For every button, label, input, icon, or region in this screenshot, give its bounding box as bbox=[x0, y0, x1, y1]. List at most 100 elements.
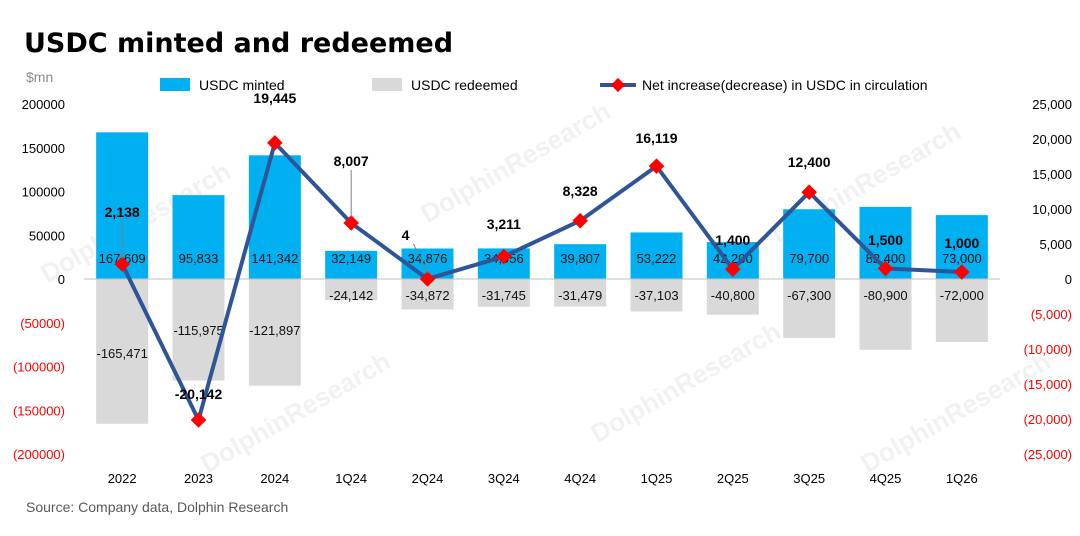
right-tick-label: 0 bbox=[1065, 272, 1072, 287]
minted-value-label: 73,000 bbox=[942, 251, 982, 266]
legend-swatch-redeemed bbox=[372, 78, 402, 91]
redeemed-value-label: -31,479 bbox=[558, 288, 602, 303]
left-tick-label: (100000) bbox=[13, 360, 65, 375]
minted-value-label: 79,700 bbox=[789, 251, 829, 266]
redeemed-bar bbox=[477, 279, 530, 307]
net-marker bbox=[267, 135, 283, 151]
x-tick-label: 2024 bbox=[260, 471, 289, 486]
net-marker bbox=[801, 184, 817, 200]
redeemed-value-label: -67,300 bbox=[787, 288, 831, 303]
legend: USDC minted USDC redeemed Net increase(d… bbox=[160, 77, 928, 93]
net-marker bbox=[648, 158, 665, 174]
net-value-label: 3,211 bbox=[487, 216, 521, 232]
right-tick-label: (5,000) bbox=[1031, 307, 1072, 322]
x-tick-label: 2Q24 bbox=[412, 471, 444, 486]
left-tick-label: 100000 bbox=[22, 185, 65, 200]
x-tick-label: 1Q24 bbox=[335, 471, 367, 486]
right-tick-label: 15,000 bbox=[1032, 167, 1072, 182]
net-value-label: 1,500 bbox=[868, 232, 903, 248]
redeemed-value-label: -115,975 bbox=[173, 323, 223, 338]
x-tick-label: 4Q25 bbox=[870, 471, 902, 486]
left-tick-label: 0 bbox=[58, 272, 65, 287]
minted-value-label: 34,876 bbox=[408, 251, 448, 266]
redeemed-bar bbox=[325, 279, 378, 301]
redeemed-bar bbox=[706, 279, 759, 315]
redeemed-value-label: -72,000 bbox=[940, 288, 984, 303]
minted-bar bbox=[554, 244, 607, 279]
net-label-leader bbox=[413, 243, 428, 274]
minted-bar bbox=[248, 155, 301, 279]
legend-label-minted: USDC minted bbox=[199, 77, 285, 93]
right-tick-label: 5,000 bbox=[1039, 237, 1072, 252]
net-value-label: 8,007 bbox=[334, 153, 369, 169]
minted-bar bbox=[325, 250, 378, 279]
right-tick-label: (25,000) bbox=[1024, 447, 1072, 462]
net-marker bbox=[190, 412, 207, 428]
redeemed-value-label: -34,872 bbox=[405, 288, 449, 303]
net-value-label: 19,445 bbox=[253, 90, 296, 106]
net-line bbox=[120, 140, 962, 422]
net-value-label: 1,000 bbox=[944, 235, 979, 251]
redeemed-bar bbox=[859, 279, 912, 350]
net-value-label: 12,400 bbox=[788, 154, 831, 170]
right-tick-label: (15,000) bbox=[1024, 377, 1072, 392]
right-tick-label: 25,000 bbox=[1032, 97, 1072, 112]
left-tick-label: (50000) bbox=[20, 316, 65, 331]
source-note: Source: Company data, Dolphin Research bbox=[26, 499, 288, 515]
minted-bar bbox=[630, 232, 683, 279]
net-value-label: 2,138 bbox=[105, 204, 140, 220]
right-tick-label: 20,000 bbox=[1032, 132, 1072, 147]
minted-value-label: 32,149 bbox=[331, 251, 371, 266]
minted-value-label: 53,222 bbox=[637, 251, 677, 266]
x-tick-label: 2Q25 bbox=[717, 471, 749, 486]
chart-title: USDC minted and redeemed bbox=[24, 28, 453, 59]
left-tick-label: 150000 bbox=[22, 141, 65, 156]
minted-value-label: 141,342 bbox=[251, 251, 298, 266]
minted-value-label: 95,833 bbox=[179, 251, 219, 266]
redeemed-bar bbox=[630, 279, 683, 312]
redeemed-value-label: -165,471 bbox=[97, 346, 148, 361]
right-tick-label: (20,000) bbox=[1024, 412, 1072, 427]
net-value-label: 4 bbox=[402, 227, 410, 243]
left-axis: 200000 150000 100000 50000 0 (50000) (100000) (… bbox=[13, 97, 65, 462]
net-marker bbox=[343, 215, 359, 231]
x-axis: 2022 2023 2024 1Q24 2Q24 3Q24 4Q24 1Q25 2Q25 3Q25… bbox=[108, 471, 978, 486]
x-tick-label: 3Q24 bbox=[488, 471, 520, 486]
net-value-label: 1,400 bbox=[715, 232, 750, 248]
redeemed-value-label: -80,900 bbox=[863, 288, 907, 303]
x-tick-label: 1Q26 bbox=[946, 471, 978, 486]
watermark-text: DolphinResearch bbox=[585, 316, 785, 449]
net-marker bbox=[496, 248, 512, 265]
left-tick-label: (150000) bbox=[13, 403, 65, 418]
legend-swatch-minted bbox=[160, 78, 190, 91]
redeemed-bar bbox=[554, 279, 607, 307]
redeemed-bar bbox=[248, 279, 301, 386]
minted-bar bbox=[783, 209, 836, 279]
redeemed-value-label: -31,745 bbox=[482, 288, 526, 303]
legend-swatch-net-marker bbox=[610, 77, 626, 93]
net-value-label: -20,142 bbox=[175, 386, 223, 402]
redeemed-value-label: -40,800 bbox=[711, 288, 755, 303]
watermark-text: DolphinResearch bbox=[415, 96, 615, 229]
x-tick-label: 1Q25 bbox=[641, 471, 673, 486]
legend-label-net: Net increase(decrease) in USDC in circul… bbox=[642, 77, 928, 93]
redeemed-value-label: -121,897 bbox=[249, 323, 300, 338]
minted-bar bbox=[172, 195, 225, 279]
legend-label-redeemed: USDC redeemed bbox=[411, 77, 518, 93]
x-tick-label: 2023 bbox=[184, 471, 213, 486]
right-tick-label: (10,000) bbox=[1024, 342, 1072, 357]
x-tick-label: 4Q24 bbox=[564, 471, 596, 486]
left-tick-label: 200000 bbox=[22, 97, 65, 112]
redeemed-bar bbox=[783, 279, 836, 338]
minted-value-label: 82,400 bbox=[866, 251, 906, 266]
net-value-label: 16,119 bbox=[635, 130, 677, 146]
unit-label: $mn bbox=[26, 69, 53, 85]
redeemed-bar bbox=[935, 279, 988, 342]
x-tick-label: 3Q25 bbox=[793, 471, 825, 486]
right-axis: 25,000 20,000 15,000 10,000 5,000 0 (5,000) (10… bbox=[1024, 97, 1072, 462]
right-tick-label: 10,000 bbox=[1032, 202, 1072, 217]
redeemed-value-label: -37,103 bbox=[634, 288, 678, 303]
left-tick-label: (200000) bbox=[13, 447, 65, 462]
minted-value-label: 39,807 bbox=[560, 251, 600, 266]
